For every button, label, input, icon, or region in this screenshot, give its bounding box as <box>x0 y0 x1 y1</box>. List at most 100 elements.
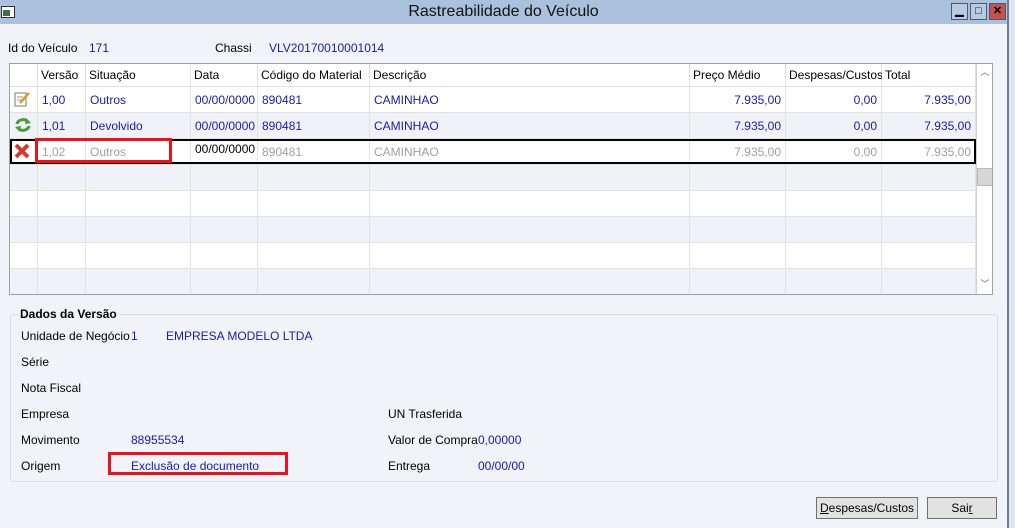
empty-cell <box>191 269 258 294</box>
scroll-thumb[interactable] <box>977 168 992 186</box>
movimento-label: Movimento <box>21 433 80 447</box>
table-row[interactable]: 1,00 Outros 00/00/0000 890481 CAMINHAO 7.935,… <box>10 87 976 113</box>
empty-cell <box>10 165 38 191</box>
highlight-box-version <box>35 138 172 163</box>
maximize-button[interactable]: □ <box>970 3 987 20</box>
column-header[interactable]: Data <box>191 64 258 87</box>
vehicle-id-value: 171 <box>89 41 110 55</box>
highlight-box-origem <box>108 452 288 475</box>
cell-situacao: Devolvido <box>86 113 191 139</box>
empty-cell <box>10 243 38 269</box>
vertical-scrollbar[interactable]: ︿ ﹀ <box>976 64 992 294</box>
empty-row[interactable] <box>10 165 976 191</box>
mnemonic: r <box>968 501 973 515</box>
versions-grid: Versão Situação Data Código do Material Desc… <box>9 63 993 295</box>
group-title: Dados da Versão <box>18 307 119 321</box>
empty-cell <box>10 191 38 217</box>
cell-situacao: Outros <box>86 139 191 165</box>
sair-button[interactable]: Sair <box>927 497 997 519</box>
column-header[interactable]: Despesas/Custos <box>786 64 883 87</box>
cell-descricao: CAMINHAO <box>370 113 690 139</box>
cell-descricao: CAMINHAO <box>370 139 690 165</box>
empty-cell <box>258 165 370 191</box>
empty-cell <box>882 243 976 269</box>
serie-label: Série <box>21 355 50 369</box>
empty-cell <box>786 165 882 191</box>
column-header[interactable] <box>10 64 38 87</box>
column-header[interactable]: Versão <box>38 64 86 87</box>
dados-versao-group <box>10 314 998 482</box>
cell-data: 00/00/0000 <box>191 113 258 139</box>
cell-despesas: 0,00 <box>786 113 882 139</box>
cell-descricao: CAMINHAO <box>370 87 690 113</box>
row-icon-cell <box>10 139 38 165</box>
edit-document-icon <box>14 92 30 107</box>
empty-cell <box>191 217 258 243</box>
empty-cell <box>370 191 690 217</box>
chassi-label: Chassi <box>215 41 252 55</box>
empty-cell <box>38 243 86 269</box>
empty-cell <box>370 217 690 243</box>
cell-total: 7.935,00 <box>882 87 976 113</box>
un-transferida-label: UN Trasferida <box>388 407 463 421</box>
cell-total: 7.935,00 <box>882 113 976 139</box>
empty-row[interactable] <box>10 191 976 217</box>
empty-cell <box>690 165 786 191</box>
column-header[interactable]: Situação <box>86 64 191 87</box>
red-x-delete-icon <box>14 143 30 159</box>
column-header[interactable]: Código do Material <box>258 64 370 87</box>
empty-cell <box>690 217 786 243</box>
empty-cell <box>882 165 976 191</box>
despesas-custos-button[interactable]: Despesas/Custos <box>816 497 918 519</box>
origem-label: Origem <box>21 459 61 473</box>
row-icon-cell <box>10 113 38 139</box>
empty-cell <box>258 217 370 243</box>
table-row[interactable]: 1,01 Devolvido 00/00/0000 890481 CAMINHAO 7.9… <box>10 113 976 139</box>
nota-fiscal-label: Nota Fiscal <box>21 381 82 395</box>
empty-row[interactable] <box>10 217 976 243</box>
column-header[interactable]: Total <box>882 64 976 87</box>
scroll-down-icon[interactable]: ﹀ <box>980 279 990 289</box>
empty-cell <box>690 269 786 294</box>
empty-cell <box>86 269 191 294</box>
unidade-label: Unidade de Negócio <box>21 329 130 343</box>
refresh-arrows-icon <box>15 118 31 132</box>
minimize-button[interactable]: ▁ <box>951 3 968 20</box>
close-button[interactable]: ✕ <box>989 3 1006 20</box>
empty-cell <box>86 243 191 269</box>
empty-cell <box>10 269 38 294</box>
empty-cell <box>38 165 86 191</box>
empty-row[interactable] <box>10 269 976 294</box>
empty-cell <box>191 165 258 191</box>
empresa-label: Empresa <box>21 407 70 421</box>
cell-codigo: 890481 <box>258 113 370 139</box>
cell-preco: 7.935,00 <box>690 113 786 139</box>
unidade-code: 1 <box>131 329 138 343</box>
empty-cell <box>370 165 690 191</box>
cell-versao: 1,01 <box>38 113 86 139</box>
empty-row[interactable] <box>10 243 976 269</box>
cell-versao: 1,02 <box>38 139 86 165</box>
empty-cell <box>690 191 786 217</box>
cell-preco: 7.935,00 <box>690 87 786 113</box>
empty-cell <box>258 191 370 217</box>
empty-cell <box>786 243 882 269</box>
button-label: Sai <box>951 501 969 515</box>
title-bar: Rastreabilidade do Veículo ▁ □ ✕ <box>0 0 1007 24</box>
entrega-value: 00/00/00 <box>478 459 525 473</box>
mnemonic: D <box>819 501 829 515</box>
vehicle-id-label: Id do Veículo <box>8 41 78 55</box>
column-header[interactable]: Preço Médio <box>690 64 786 87</box>
empty-cell <box>86 191 191 217</box>
cell-despesas: 0,00 <box>786 87 882 113</box>
scroll-up-icon[interactable]: ︿ <box>980 67 990 77</box>
empty-cell <box>370 243 690 269</box>
window-title: Rastreabilidade do Veículo <box>408 3 599 20</box>
cell-codigo: 890481 <box>258 139 370 165</box>
empty-cell <box>191 191 258 217</box>
chassi-value: VLV20170010001014 <box>269 41 385 55</box>
column-header[interactable]: Descrição <box>370 64 690 87</box>
empty-cell <box>882 217 976 243</box>
row-icon-cell <box>10 87 38 113</box>
entrega-label: Entrega <box>388 459 431 473</box>
